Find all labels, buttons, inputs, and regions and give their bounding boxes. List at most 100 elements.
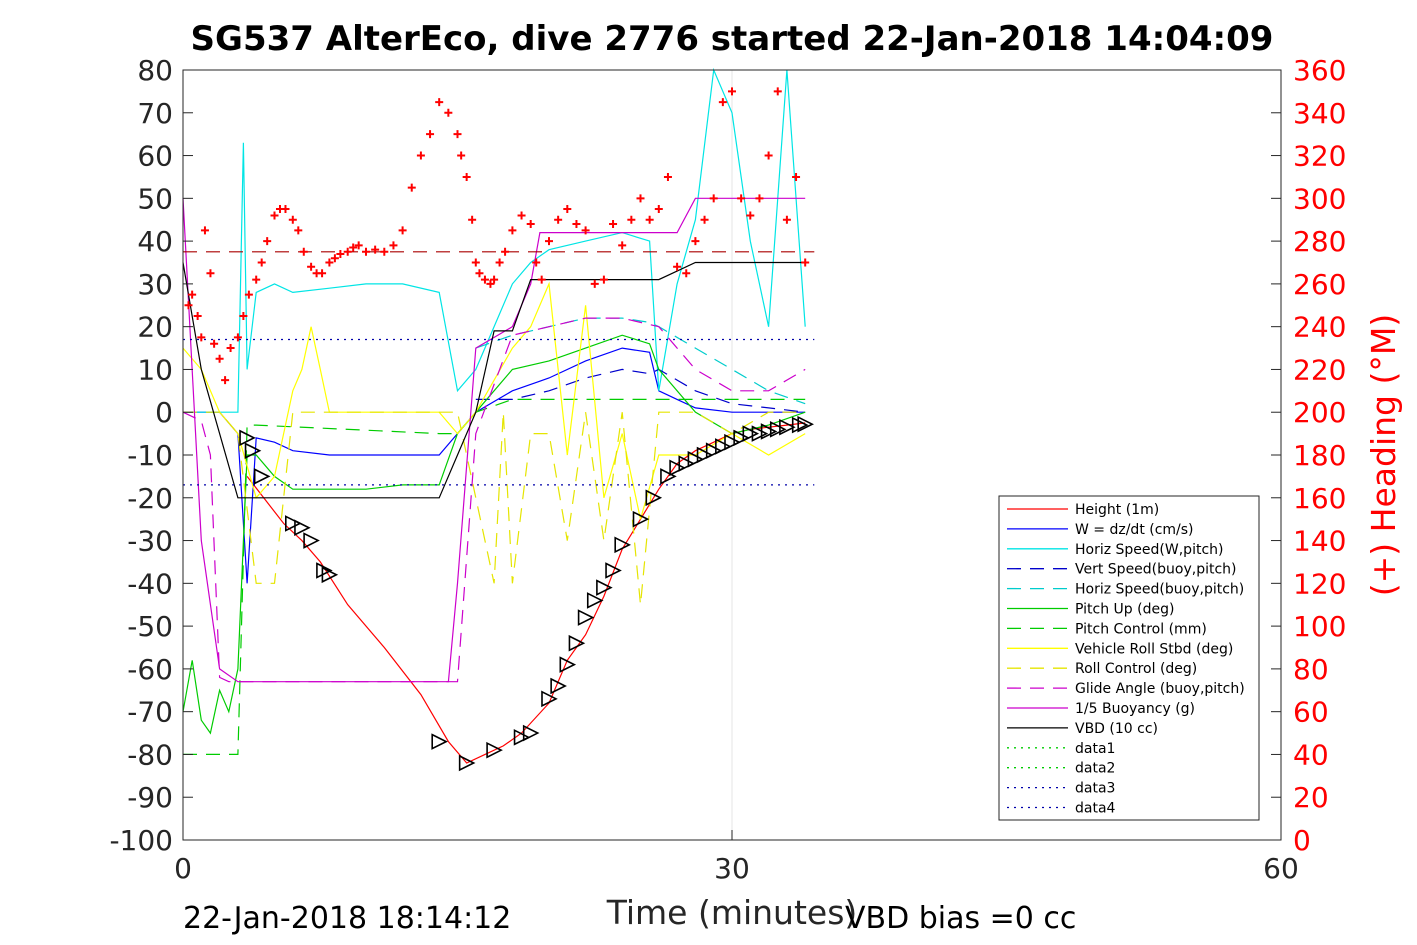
legend-label: 1/5 Buoyancy (g) xyxy=(1075,701,1195,717)
glider-marker xyxy=(687,450,705,468)
tick-layer: 80706050403020100-10-20-30-40-50-60-70-8… xyxy=(109,54,1346,885)
glider-marker xyxy=(568,634,586,652)
glider-marker xyxy=(696,446,714,464)
legend-label: Roll Control (deg) xyxy=(1075,661,1197,677)
legend-label: Horiz Speed(W,pitch) xyxy=(1075,542,1223,558)
heading-point xyxy=(490,275,499,284)
y-right-tick-label: 40 xyxy=(1293,738,1329,771)
y-right-tick-label: 240 xyxy=(1293,311,1346,344)
heading-point xyxy=(537,275,546,284)
glider-marker xyxy=(632,510,650,528)
y-right-tick-label: 220 xyxy=(1293,353,1346,386)
glider-marker xyxy=(733,429,750,447)
heading-point xyxy=(307,262,316,271)
heading-point xyxy=(501,247,510,256)
glider-marker xyxy=(253,468,271,485)
glider-marker xyxy=(284,515,302,532)
y-right-tick-label: 60 xyxy=(1293,696,1329,729)
heading-point xyxy=(252,275,261,284)
heading-point xyxy=(318,269,327,278)
y-right-tick-label: 20 xyxy=(1293,781,1329,814)
legend-label: W = dz/dt (cm/s) xyxy=(1075,522,1194,538)
heading-point xyxy=(330,254,339,263)
heading-point xyxy=(362,247,370,256)
y-right-tick-label: 280 xyxy=(1293,225,1346,258)
y-right-tick-label: 360 xyxy=(1293,54,1346,87)
heading-point xyxy=(239,311,248,320)
heading-point xyxy=(572,220,581,228)
heading-point xyxy=(453,130,462,139)
glider-marker xyxy=(577,609,595,626)
glider-marker xyxy=(751,425,769,442)
heading-point xyxy=(782,215,791,224)
heading-point xyxy=(188,290,197,299)
series-line-10 xyxy=(182,197,806,683)
glider-marker xyxy=(724,433,741,451)
y-tick-label: 10 xyxy=(137,353,173,386)
heading-point xyxy=(416,151,425,160)
heading-point xyxy=(200,226,209,235)
heading-point xyxy=(226,344,235,353)
y-right-tick-label: 140 xyxy=(1293,525,1346,558)
heading-point xyxy=(755,194,764,203)
heading-point xyxy=(263,237,272,246)
y-tick-label: 50 xyxy=(137,182,173,215)
glider-marker xyxy=(791,416,809,434)
heading-point xyxy=(709,194,718,203)
heading-point xyxy=(545,237,553,246)
legend-box xyxy=(998,495,1260,821)
heading-point xyxy=(682,269,691,278)
y-tick-label: 40 xyxy=(137,225,173,258)
legend-label: Pitch Up (deg) xyxy=(1075,602,1174,618)
heading-point xyxy=(184,301,193,310)
footer-timestamp: 22-Jan-2018 18:14:12 xyxy=(183,901,511,936)
glider-marker xyxy=(586,592,604,609)
y-tick-label: 20 xyxy=(137,311,173,344)
series-line-3 xyxy=(475,368,806,413)
heading-point xyxy=(471,258,480,267)
heading-point xyxy=(609,220,618,228)
y-tick-label: -60 xyxy=(127,653,173,686)
heading-point xyxy=(645,215,654,224)
heading-point xyxy=(299,247,308,256)
legend-label: VBD (10 cc) xyxy=(1075,721,1158,737)
heading-point xyxy=(718,98,727,107)
y-right-tick-label: 100 xyxy=(1293,610,1346,643)
glider-marker xyxy=(513,729,531,746)
glider-marker xyxy=(321,566,339,584)
heading-point xyxy=(581,226,590,235)
heading-point xyxy=(257,258,266,267)
heading-point xyxy=(773,87,782,96)
y-tick-label: -20 xyxy=(127,482,173,515)
y-right-tick-label: 80 xyxy=(1293,653,1329,686)
heading-point xyxy=(728,87,736,96)
heading-point xyxy=(475,269,484,278)
y-tick-label: -80 xyxy=(127,738,173,771)
y-tick-label: -50 xyxy=(127,610,173,643)
heading-point xyxy=(590,279,599,288)
legend-label: Vert Speed(buoy,pitch) xyxy=(1075,562,1237,578)
y-tick-label: -100 xyxy=(109,824,173,857)
heading-point xyxy=(627,215,636,224)
glider-marker xyxy=(769,421,787,438)
heading-point xyxy=(673,262,682,271)
heading-point xyxy=(480,275,489,284)
glider-marker xyxy=(559,656,577,673)
legend-label: Horiz Speed(buoy,pitch) xyxy=(1075,582,1244,598)
glider-marker xyxy=(797,415,814,433)
y-right-tick-label: 200 xyxy=(1293,396,1346,429)
heading-point xyxy=(792,172,801,181)
y-tick-label: 0 xyxy=(155,396,173,429)
heading-point xyxy=(654,205,663,214)
heading-point xyxy=(349,243,358,252)
glider-marker xyxy=(596,579,613,596)
heading-point xyxy=(444,108,453,117)
heading-point xyxy=(526,220,535,228)
series-line-11 xyxy=(182,261,806,499)
x-tick-label: 30 xyxy=(714,852,750,885)
heading-point xyxy=(435,98,444,107)
y-tick-label: 80 xyxy=(137,54,173,87)
glider-marker xyxy=(550,677,567,695)
legend-label: data1 xyxy=(1075,741,1115,757)
